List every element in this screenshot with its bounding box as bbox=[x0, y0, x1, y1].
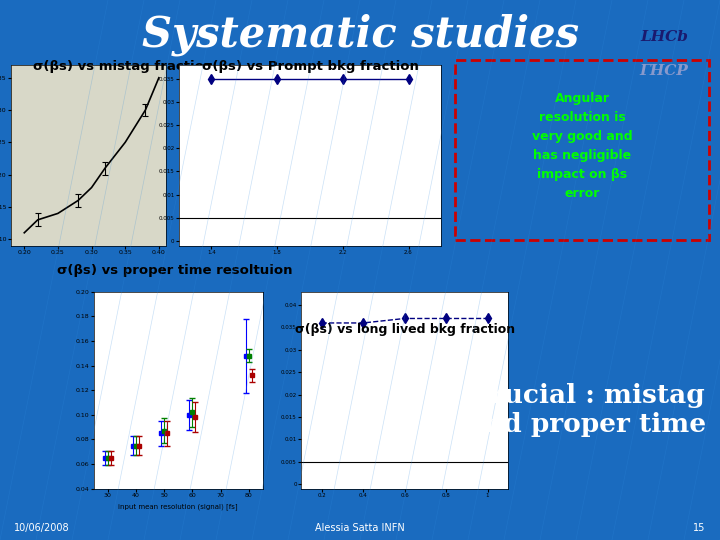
Text: LHCb: LHCb bbox=[640, 30, 688, 44]
Text: Angular
resolution is
very good and
has negligible
impact on βs
error: Angular resolution is very good and has … bbox=[532, 92, 632, 200]
Text: ΓHCP: ΓHCP bbox=[640, 64, 688, 78]
Text: 15: 15 bbox=[693, 523, 706, 533]
Text: σ(βs) vs Prompt bkg fraction: σ(βs) vs Prompt bkg fraction bbox=[202, 60, 418, 73]
Text: Systematic studies: Systematic studies bbox=[142, 14, 578, 56]
Text: 10/06/2008: 10/06/2008 bbox=[14, 523, 70, 533]
Text: Crucial : mistag
and proper time: Crucial : mistag and proper time bbox=[467, 383, 706, 437]
Text: σ(βs) vs mistag fraction: σ(βs) vs mistag fraction bbox=[33, 60, 213, 73]
Text: σ(βs) vs long lived bkg fraction: σ(βs) vs long lived bkg fraction bbox=[294, 323, 515, 336]
FancyBboxPatch shape bbox=[455, 60, 709, 240]
Text: σ(βs) vs proper time resoltuion: σ(βs) vs proper time resoltuion bbox=[57, 264, 293, 277]
Text: Alessia Satta INFN: Alessia Satta INFN bbox=[315, 523, 405, 533]
X-axis label: input mean resolution (signal) [fs]: input mean resolution (signal) [fs] bbox=[118, 503, 238, 510]
